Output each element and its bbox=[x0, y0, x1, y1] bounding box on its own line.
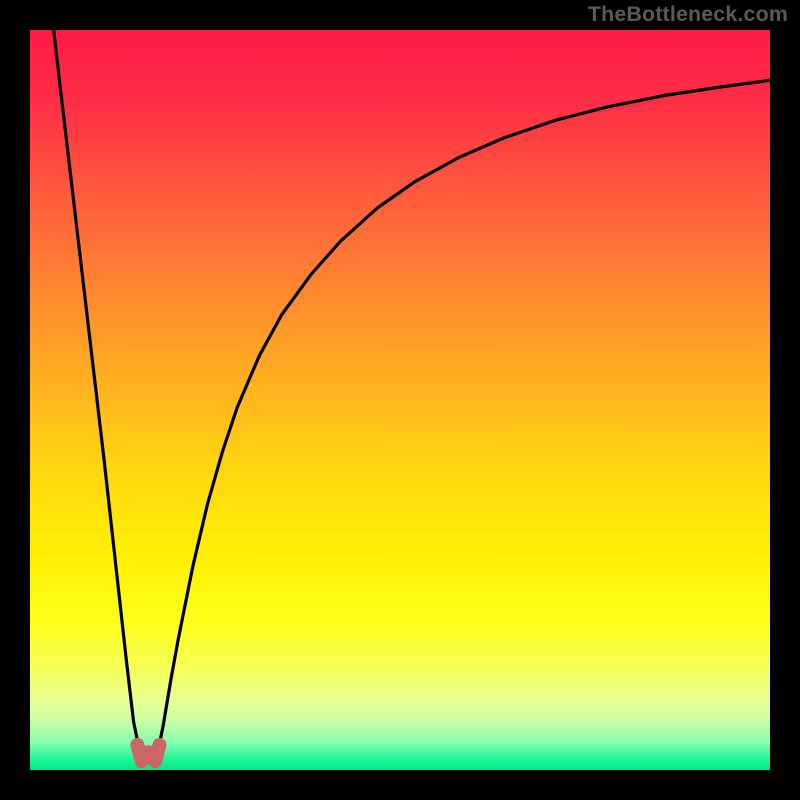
plot-area bbox=[30, 30, 770, 770]
bottleneck-curve-left bbox=[54, 30, 140, 751]
min-marker bbox=[137, 745, 159, 761]
attribution-text: TheBottleneck.com bbox=[588, 2, 788, 27]
bottleneck-curve-right bbox=[158, 80, 770, 750]
chart-frame: TheBottleneck.com bbox=[0, 0, 800, 800]
curve-overlay bbox=[30, 30, 770, 770]
